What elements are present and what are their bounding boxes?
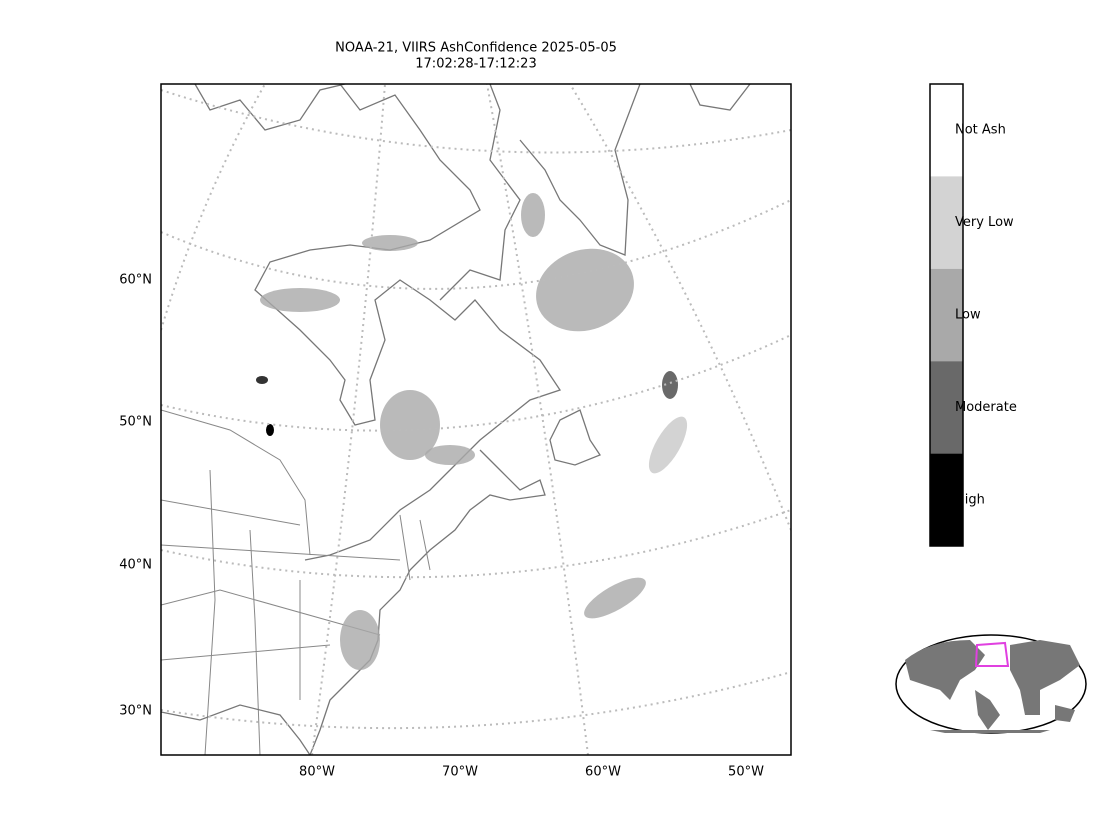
lat-label: 40°N — [119, 558, 152, 573]
ash-retrievals — [256, 193, 688, 670]
inset-globe — [895, 634, 1087, 734]
axis-labels: 60°N 50°N 40°N 30°N 80°W 70°W 60°W 50°W — [119, 273, 764, 780]
gulf-coast — [161, 704, 311, 755]
colorbar-band — [930, 361, 963, 454]
lon-label: 70°W — [442, 765, 478, 780]
graticule — [569, 84, 791, 531]
colorbar-band — [930, 453, 963, 546]
title-line: NOAA-21, VIIRS AshConfidence 2025-05-05 — [335, 41, 617, 56]
colorbar-label: Low — [955, 308, 981, 323]
graticule — [161, 509, 791, 579]
coastline — [309, 409, 601, 755]
graticule — [161, 334, 791, 432]
graticule — [161, 84, 266, 331]
coastline — [519, 84, 751, 256]
map-frame — [160, 83, 792, 756]
graticule — [486, 84, 589, 755]
graticule — [161, 671, 791, 730]
state-borders — [161, 409, 431, 755]
lon-label: 50°W — [728, 765, 764, 780]
coastline — [194, 84, 562, 561]
colorbar-frame — [929, 83, 964, 547]
lat-label: 30°N — [119, 704, 152, 719]
colorbar-band — [930, 268, 963, 362]
lon-label: 80°W — [299, 765, 335, 780]
colorbar-label: Moderate — [955, 400, 1017, 415]
colorbar-band — [930, 84, 963, 177]
graticule — [161, 199, 791, 290]
title-line: 17:02:28-17:12:23 — [415, 57, 536, 72]
colorbar-label: Not Ash — [955, 123, 1006, 138]
lat-label: 50°N — [119, 415, 152, 430]
lon-label: 60°W — [585, 765, 621, 780]
colorbar-label: High — [955, 492, 985, 507]
colorbar-label: Very Low — [955, 215, 1014, 230]
colorbar-band — [930, 176, 963, 269]
graticule — [161, 89, 791, 154]
lat-label: 60°N — [119, 273, 152, 288]
colorbar: Not Ash Very Low Low Moderate High — [929, 83, 1017, 547]
map — [161, 84, 791, 755]
